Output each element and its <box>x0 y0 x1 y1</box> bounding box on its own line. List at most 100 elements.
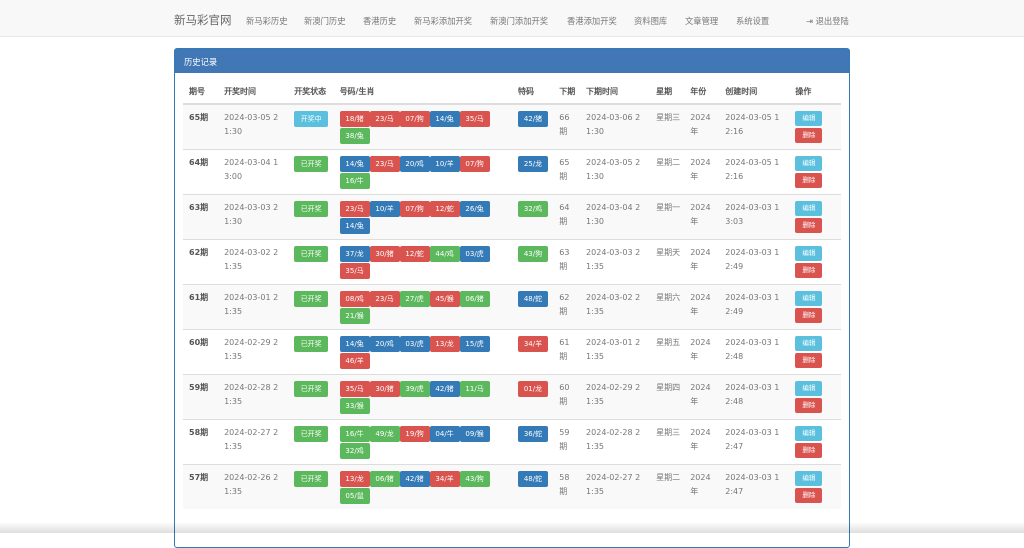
number-ball: 08/鸡 <box>339 291 370 307</box>
table-row: 63期 2024-03-03 21:30 已开奖 23/马 10/羊 07/狗 12/蛇 26… <box>183 194 841 240</box>
delete-button[interactable]: 删除 <box>795 308 823 323</box>
number-ball: 10/羊 <box>429 156 460 172</box>
next-time-cell: 2024-03-01 21:35 <box>580 329 651 375</box>
number-ball: 12/蛇 <box>399 246 430 262</box>
window-edge <box>0 522 1024 533</box>
logout-link[interactable]: ⇥ 退出登陆 <box>806 15 849 27</box>
number-ball: 35/马 <box>339 263 370 279</box>
number-ball: 07/狗 <box>459 156 490 172</box>
edit-button[interactable]: 编辑 <box>795 111 823 126</box>
special-cell: 43/狗 <box>511 239 554 285</box>
brand-link[interactable]: 新马彩官网 <box>174 13 232 27</box>
delete-button[interactable]: 删除 <box>795 263 823 278</box>
actions-cell: 编辑 删除 <box>789 239 841 285</box>
weekday-cell: 星期三 <box>650 103 685 150</box>
actions-cell: 编辑 删除 <box>789 194 841 240</box>
edit-button[interactable]: 编辑 <box>795 246 823 261</box>
nav-macau-add[interactable]: 新澳门添加开奖 <box>490 16 549 26</box>
nav-articles[interactable]: 文章管理 <box>685 16 719 26</box>
delete-button[interactable]: 删除 <box>795 398 823 413</box>
table-row: 58期 2024-02-27 21:35 已开奖 16/牛 49/龙 19/狗 04/牛 09… <box>183 419 841 465</box>
delete-button[interactable]: 删除 <box>795 353 823 368</box>
special-ball: 32/鸡 <box>517 201 548 217</box>
nav-settings[interactable]: 系统设置 <box>736 16 770 26</box>
nav-xinmacai-add[interactable]: 新马彩添加开奖 <box>414 16 473 26</box>
column-header: 开奖时间 <box>218 82 289 105</box>
nav-xinmacai-history[interactable]: 新马彩历史 <box>246 16 288 26</box>
special-cell: 36/蛇 <box>511 419 554 465</box>
numbers-cell: 18/猪 23/马 07/狗 14/兔 35/马 38/兔 <box>333 103 512 150</box>
edit-button[interactable]: 编辑 <box>795 336 823 351</box>
table-row: 61期 2024-03-01 21:35 已开奖 08/鸡 23/马 27/虎 45/猴 06… <box>183 284 841 330</box>
number-ball: 19/狗 <box>399 426 430 442</box>
history-table: 期号 开奖时间 开奖状态 号码/生肖 特码 下期 下期时间 星期 年份 创建时间 操作 65期 202… <box>183 82 841 509</box>
numbers-cell: 16/牛 49/龙 19/狗 04/牛 09/猴 32/鸡 <box>333 419 512 465</box>
issue-cell: 58期 <box>183 419 219 465</box>
status-badge: 开奖中 <box>294 111 329 127</box>
weekday-cell: 星期六 <box>650 284 685 330</box>
number-ball: 20/鸡 <box>399 156 430 172</box>
next-issue-cell: 65期 <box>553 149 581 195</box>
year-cell: 2024年 <box>684 284 720 330</box>
weekday-cell: 星期三 <box>650 419 685 465</box>
actions-cell: 编辑 删除 <box>789 103 841 150</box>
draw-time-cell: 2024-03-01 21:35 <box>218 284 289 330</box>
table-row: 57期 2024-02-26 21:35 已开奖 13/龙 06/猪 42/猪 34/羊 43… <box>183 464 841 509</box>
year-cell: 2024年 <box>684 374 720 420</box>
nav-hongkong-history[interactable]: 香港历史 <box>363 16 397 26</box>
next-time-cell: 2024-03-04 21:30 <box>580 194 651 240</box>
panel-title: 历史记录 <box>175 49 849 73</box>
status-cell: 已开奖 <box>288 284 334 330</box>
number-ball: 35/马 <box>459 111 490 127</box>
number-ball: 07/狗 <box>399 201 430 217</box>
number-ball: 35/马 <box>339 381 370 397</box>
delete-button[interactable]: 删除 <box>795 443 823 458</box>
edit-button[interactable]: 编辑 <box>795 381 823 396</box>
status-badge: 已开奖 <box>294 246 329 262</box>
nav-hongkong-add[interactable]: 香港添加开奖 <box>567 16 617 26</box>
number-ball: 07/狗 <box>399 111 430 127</box>
year-cell: 2024年 <box>684 419 720 465</box>
edit-button[interactable]: 编辑 <box>795 156 823 171</box>
nav-macau-history[interactable]: 新澳门历史 <box>304 16 346 26</box>
created-cell: 2024-03-03 12:48 <box>719 374 790 420</box>
issue-cell: 57期 <box>183 464 219 509</box>
special-ball: 43/狗 <box>517 246 548 262</box>
number-ball: 39/虎 <box>399 381 430 397</box>
next-time-cell: 2024-03-03 21:35 <box>580 239 651 285</box>
status-cell: 已开奖 <box>288 194 334 240</box>
special-ball: 01/龙 <box>517 381 548 397</box>
next-time-cell: 2024-02-27 21:35 <box>580 464 651 509</box>
weekday-cell: 星期二 <box>650 464 685 509</box>
number-ball: 26/兔 <box>459 201 490 217</box>
year-cell: 2024年 <box>684 464 720 509</box>
column-header: 下期时间 <box>580 82 651 105</box>
delete-button[interactable]: 删除 <box>795 218 823 233</box>
edit-button[interactable]: 编辑 <box>795 201 823 216</box>
status-badge: 已开奖 <box>294 471 329 487</box>
number-ball: 23/马 <box>369 156 400 172</box>
edit-button[interactable]: 编辑 <box>795 471 823 486</box>
delete-button[interactable]: 删除 <box>795 128 823 143</box>
edit-button[interactable]: 编辑 <box>795 426 823 441</box>
delete-button[interactable]: 删除 <box>795 488 823 503</box>
issue-cell: 61期 <box>183 284 219 330</box>
issue-cell: 60期 <box>183 329 219 375</box>
actions-cell: 编辑 删除 <box>789 329 841 375</box>
number-ball: 49/龙 <box>369 426 400 442</box>
delete-button[interactable]: 删除 <box>795 173 823 188</box>
nav-gallery[interactable]: 资料图库 <box>634 16 668 26</box>
special-ball: 25/龙 <box>517 156 548 172</box>
edit-button[interactable]: 编辑 <box>795 291 823 306</box>
number-ball: 14/兔 <box>339 218 370 234</box>
issue-cell: 63期 <box>183 194 219 240</box>
weekday-cell: 星期四 <box>650 374 685 420</box>
status-cell: 已开奖 <box>288 239 334 285</box>
number-ball: 18/猪 <box>339 111 370 127</box>
weekday-cell: 星期五 <box>650 329 685 375</box>
year-cell: 2024年 <box>684 329 720 375</box>
number-ball: 30/猪 <box>369 246 400 262</box>
next-time-cell: 2024-03-06 21:30 <box>580 103 651 150</box>
numbers-cell: 13/龙 06/猪 42/猪 34/羊 43/狗 05/鼠 <box>333 464 512 509</box>
number-ball: 37/龙 <box>339 246 370 262</box>
